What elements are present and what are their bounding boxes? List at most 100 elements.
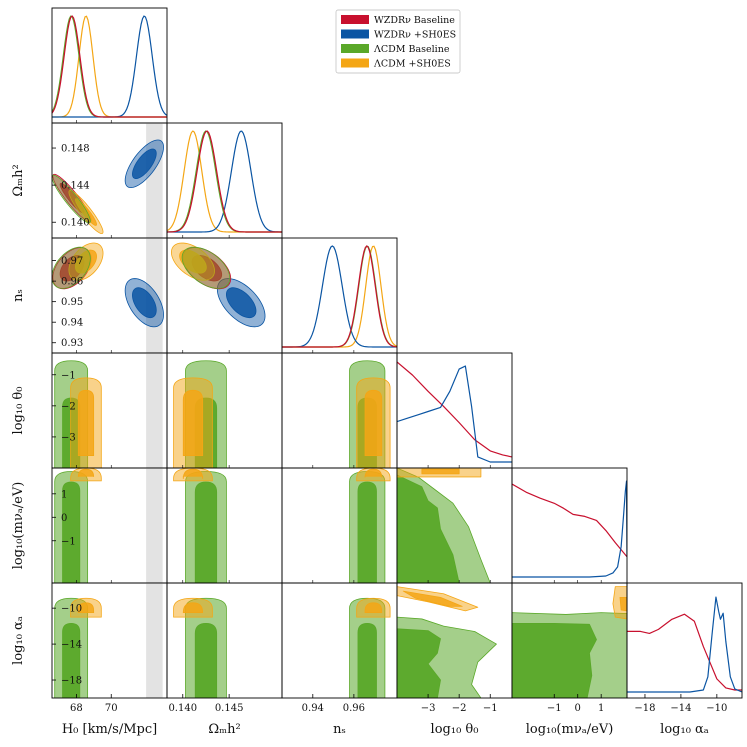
- contour-68: [225, 287, 257, 319]
- legend: WZDRν Baseline WZDRν +SH0ES ΛCDM Baseline Λ…: [335, 9, 461, 74]
- y-tick-label: 0.94: [61, 318, 83, 329]
- posterior-line: [167, 130, 282, 233]
- x-tick-label: 0.96: [343, 703, 365, 714]
- panel-H0-logalpha: [51, 582, 168, 699]
- x-tick-label: 68: [70, 703, 83, 714]
- legend-swatch: [341, 29, 369, 39]
- legend-entry-label: WZDRν Baseline: [374, 15, 455, 26]
- contour-68: [397, 474, 460, 583]
- x-tick-label: 0: [575, 703, 581, 714]
- y-tick-label: −2: [61, 401, 76, 412]
- panel-ns-logm: [281, 467, 398, 584]
- y-tick-label: −10: [61, 604, 82, 615]
- x-tick-label: 1: [598, 703, 604, 714]
- panel-omh2-logm: [166, 467, 283, 584]
- contour-68: [74, 198, 97, 226]
- x-tick-label: 70: [105, 703, 118, 714]
- panel-logtheta0: [396, 352, 513, 469]
- x-tick-label: 0.140: [168, 703, 197, 714]
- contour-68: [77, 468, 95, 477]
- panel-H0: [51, 7, 168, 124]
- panel-frame: [626, 582, 743, 699]
- contour-95: [52, 174, 91, 224]
- contour-68: [132, 287, 157, 319]
- y-axis-label: nₛ: [11, 289, 26, 302]
- panel-frame: [281, 237, 398, 354]
- x-axis-label: H₀ [km/s/Mpc]: [62, 722, 157, 737]
- y-axis-label: log₁₀(mνₐ/eV): [11, 482, 26, 570]
- posterior-line: [627, 596, 742, 693]
- panel-frame: [396, 352, 513, 469]
- panel-omh2-logalpha: [166, 582, 283, 699]
- legend-entry-label: ΛCDM +SH0ES: [373, 59, 451, 70]
- panel-logtheta0-logm: [396, 467, 513, 584]
- panel-omh2: [166, 122, 283, 239]
- x-tick-label: −10: [706, 703, 727, 714]
- shaded-band: [146, 353, 163, 468]
- contour-68: [512, 623, 597, 698]
- panels: [51, 7, 743, 699]
- panel-frame: [166, 122, 283, 239]
- x-tick-label: −14: [670, 703, 691, 714]
- posterior-line: [52, 15, 167, 118]
- posterior-line: [167, 130, 282, 233]
- x-tick-label: 0.94: [302, 703, 324, 714]
- legend-swatch: [341, 44, 369, 53]
- posterior-line: [397, 361, 512, 458]
- contour-68: [364, 389, 383, 456]
- posterior-line: [282, 245, 397, 348]
- y-tick-label: 0.148: [61, 144, 90, 155]
- panel-H0-logtheta0: [51, 352, 168, 469]
- contour-68: [364, 468, 383, 478]
- y-tick-label: 0: [61, 513, 67, 524]
- x-tick-label: −1: [483, 703, 498, 714]
- contour-68: [194, 481, 218, 583]
- legend-frame: [335, 9, 461, 74]
- contour-68: [357, 481, 377, 583]
- posterior-line: [512, 480, 627, 578]
- y-tick-label: −1: [61, 536, 76, 547]
- posterior-line: [282, 245, 397, 348]
- contour-68: [74, 249, 97, 274]
- x-axis-label: nₛ: [333, 722, 346, 737]
- y-tick-label: −3: [61, 432, 76, 443]
- shaded-band: [146, 583, 163, 698]
- y-tick-label: 0.95: [61, 297, 83, 308]
- contour-68: [77, 389, 95, 456]
- y-tick-label: −1: [61, 370, 76, 381]
- y-axis-label: log₁₀ θ₀: [11, 387, 26, 435]
- contour-95: [181, 246, 231, 289]
- posterior-line: [627, 613, 742, 691]
- panel-ns-logalpha: [281, 582, 398, 699]
- contour-68: [619, 596, 627, 612]
- shaded-band: [146, 238, 163, 353]
- x-axis-label: Ωₘh²: [208, 722, 240, 737]
- contour-68: [182, 468, 204, 479]
- shaded-band: [146, 468, 163, 583]
- x-tick-label: −1: [547, 703, 562, 714]
- x-axis-label: log₁₀ αₐ: [660, 722, 709, 737]
- contour-68: [132, 148, 157, 179]
- y-tick-label: 1: [61, 489, 67, 500]
- contour-68: [364, 602, 383, 614]
- contour-68: [182, 389, 204, 456]
- y-axis-label: log₁₀ αₐ: [11, 616, 26, 665]
- x-axis-label: log₁₀(mνₐ/eV): [526, 722, 614, 737]
- x-axis-label: log₁₀ θ₀: [431, 722, 479, 737]
- contour-68: [421, 468, 460, 475]
- contour-68: [62, 481, 81, 583]
- contour-68: [402, 590, 463, 607]
- posterior-line: [52, 15, 167, 118]
- y-tick-label: 0.97: [61, 256, 83, 267]
- x-tick-label: 0.145: [215, 703, 244, 714]
- contour-68: [77, 602, 95, 614]
- posterior-line: [282, 245, 397, 348]
- y-tick-label: −14: [61, 640, 82, 651]
- posterior-line: [52, 15, 167, 118]
- legend-swatch: [341, 15, 369, 24]
- panel-H0-logm: [51, 467, 168, 584]
- x-tick-label: −3: [421, 703, 436, 714]
- panel-H0-ns: [51, 237, 168, 354]
- legend-entry-label: WZDRν +SH0ES: [374, 30, 456, 41]
